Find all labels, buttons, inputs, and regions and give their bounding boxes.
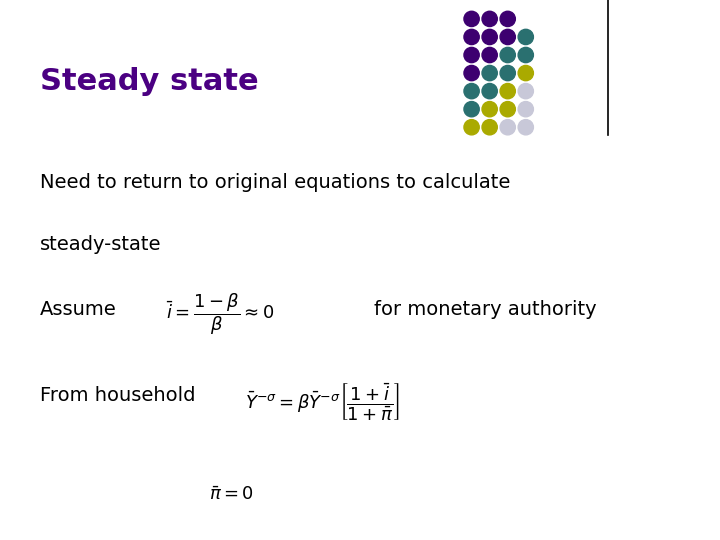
Ellipse shape	[464, 102, 480, 117]
Text: $\bar{\pi}=0$: $\bar{\pi}=0$	[209, 486, 254, 504]
Ellipse shape	[464, 65, 480, 80]
Ellipse shape	[518, 65, 534, 80]
Ellipse shape	[482, 102, 498, 117]
Ellipse shape	[500, 119, 516, 135]
Ellipse shape	[482, 84, 498, 99]
Ellipse shape	[518, 119, 534, 135]
Text: $\bar{i}=\dfrac{1-\beta}{\beta}\approx 0$: $\bar{i}=\dfrac{1-\beta}{\beta}\approx 0…	[166, 292, 274, 338]
Text: Assume: Assume	[40, 300, 117, 319]
Ellipse shape	[464, 119, 480, 135]
Ellipse shape	[518, 29, 534, 45]
Ellipse shape	[482, 29, 498, 45]
Ellipse shape	[464, 84, 480, 99]
Ellipse shape	[464, 11, 480, 26]
Ellipse shape	[518, 84, 534, 99]
Ellipse shape	[482, 119, 498, 135]
Ellipse shape	[464, 29, 480, 45]
Ellipse shape	[482, 48, 498, 63]
Ellipse shape	[482, 65, 498, 80]
Ellipse shape	[500, 102, 516, 117]
Ellipse shape	[500, 84, 516, 99]
Text: $\bar{Y}^{-\sigma}=\beta\bar{Y}^{-\sigma}\left[\dfrac{1+\bar{i}}{1+\bar{\pi}}\ri: $\bar{Y}^{-\sigma}=\beta\bar{Y}^{-\sigma…	[245, 381, 400, 422]
Ellipse shape	[500, 29, 516, 45]
Text: for monetary authority: for monetary authority	[374, 300, 597, 319]
Ellipse shape	[482, 11, 498, 26]
Ellipse shape	[500, 65, 516, 80]
Text: Steady state: Steady state	[40, 68, 258, 97]
Ellipse shape	[518, 48, 534, 63]
Text: Need to return to original equations to calculate: Need to return to original equations to …	[40, 173, 510, 192]
Text: steady-state: steady-state	[40, 235, 161, 254]
Ellipse shape	[518, 102, 534, 117]
Text: From household: From household	[40, 386, 195, 405]
Ellipse shape	[500, 48, 516, 63]
Ellipse shape	[500, 11, 516, 26]
Ellipse shape	[464, 48, 480, 63]
